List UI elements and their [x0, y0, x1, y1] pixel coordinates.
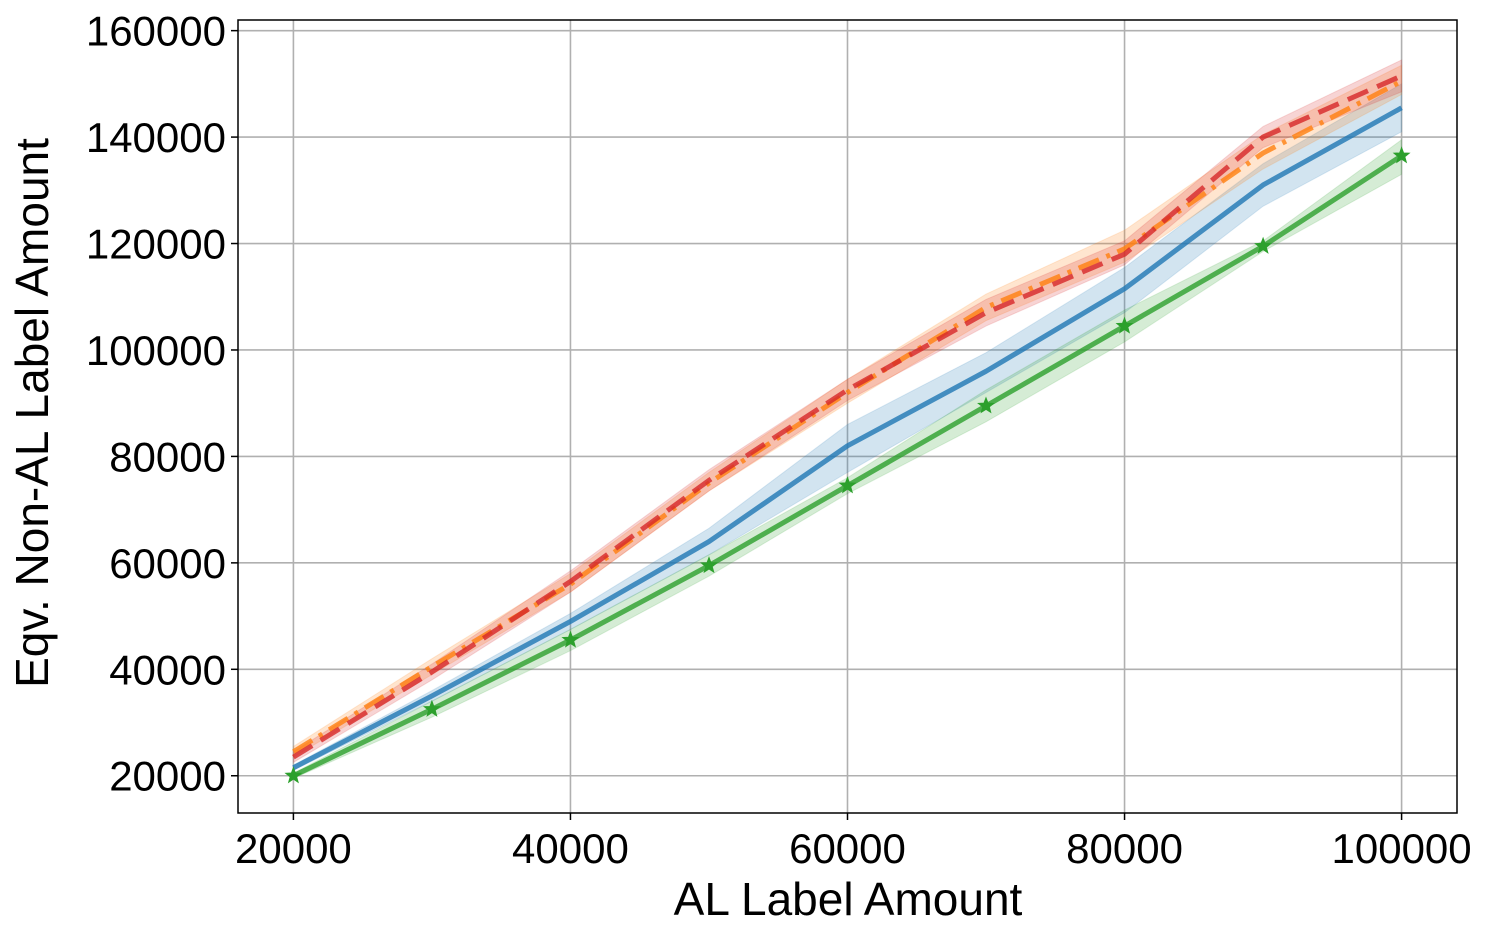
series-2-line — [292, 73, 1403, 760]
series-1-point — [1400, 79, 1404, 83]
series-3-point — [700, 556, 718, 574]
series-2-point — [1261, 135, 1265, 139]
series-0-point — [568, 619, 572, 623]
series-1-point — [984, 305, 988, 309]
series-2-point — [430, 670, 434, 674]
series-0-point — [846, 444, 850, 448]
series-3-point — [977, 396, 995, 414]
series-3-point — [1115, 316, 1134, 334]
series-1-point — [1123, 247, 1127, 251]
y-axis-label: Eqv. Non-AL Label Amount — [6, 138, 58, 688]
x-tick-label: 100000 — [1332, 825, 1472, 872]
series-1-point — [291, 750, 295, 754]
series-1-line — [292, 78, 1403, 754]
y-tick-label: 140000 — [86, 114, 226, 161]
y-axis-ticks: 20000 40000 60000 80000 100000 120000 140000 16… — [86, 8, 238, 800]
y-tick-label: 20000 — [109, 753, 226, 800]
series-2-point — [1400, 74, 1404, 78]
series-0-point — [707, 540, 711, 544]
series-0-point — [984, 369, 988, 373]
series-0-point — [430, 694, 434, 698]
x-tick-label: 80000 — [1066, 825, 1183, 872]
series-2-band — [292, 59, 1403, 764]
y-tick-label: 40000 — [109, 646, 226, 693]
series-2-point — [707, 478, 711, 482]
series-1-point — [1261, 151, 1265, 155]
series-2-point — [1123, 252, 1127, 256]
series-3-point — [1254, 236, 1273, 254]
series-3-point — [561, 630, 580, 648]
y-tick-label: 100000 — [86, 327, 226, 374]
x-axis-ticks: 20000 40000 60000 80000 100000 — [235, 813, 1472, 872]
series-0-point — [1123, 287, 1127, 291]
series-0-point — [1261, 183, 1265, 187]
series-3-point — [422, 699, 441, 717]
series-0-line — [292, 105, 1403, 770]
series-0-point — [1400, 106, 1404, 110]
y-tick-label: 80000 — [109, 433, 226, 480]
series-2-point — [984, 311, 988, 315]
series-3-point — [838, 476, 857, 494]
series-markers — [284, 74, 1411, 784]
series-1-point — [430, 665, 434, 669]
x-tick-label: 20000 — [235, 825, 352, 872]
y-tick-label: 60000 — [109, 540, 226, 587]
series-2-point — [291, 755, 295, 759]
x-axis-label: AL Label Amount — [674, 873, 1023, 925]
grid-lines — [238, 20, 1457, 813]
y-tick-label: 120000 — [86, 221, 226, 268]
series-3-point — [1392, 146, 1411, 164]
series-2-point — [846, 388, 850, 392]
series-0-band — [292, 83, 1403, 772]
series-2-point — [568, 579, 572, 583]
x-tick-label: 40000 — [512, 825, 629, 872]
series-3-point — [284, 766, 303, 784]
y-tick-label: 160000 — [86, 8, 226, 55]
x-tick-label: 60000 — [789, 825, 906, 872]
series-3-band — [292, 138, 1403, 780]
